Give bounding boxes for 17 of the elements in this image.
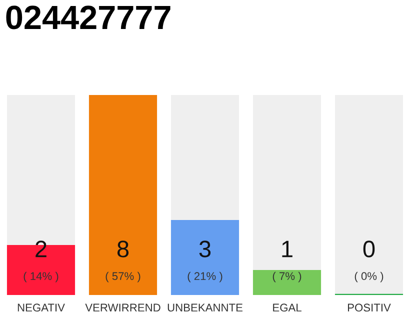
data-label: 8 <box>117 240 129 258</box>
annotation: ( 14% ) <box>24 272 58 282</box>
annotation: ( 7% ) <box>272 272 302 282</box>
data-label: 0 <box>363 240 375 258</box>
bar <box>252 270 322 296</box>
x-tick-label: POSITIV <box>348 304 391 312</box>
data-label: 3 <box>199 240 211 258</box>
chart-title: 024427777 <box>6 6 170 30</box>
x-tick-label: UNBEKANNTE <box>168 304 242 312</box>
data-label: 2 <box>36 240 46 258</box>
x-tick-label: EGAL <box>273 304 302 312</box>
annotation: ( 57% ) <box>106 272 140 282</box>
x-tick-label: VERWIRREND <box>85 304 160 312</box>
x-tick-label: NEGATIV <box>18 304 65 312</box>
data-label: 1 <box>282 240 292 258</box>
annotation: ( 21% ) <box>188 272 222 282</box>
annotation: ( 0% ) <box>354 272 384 282</box>
